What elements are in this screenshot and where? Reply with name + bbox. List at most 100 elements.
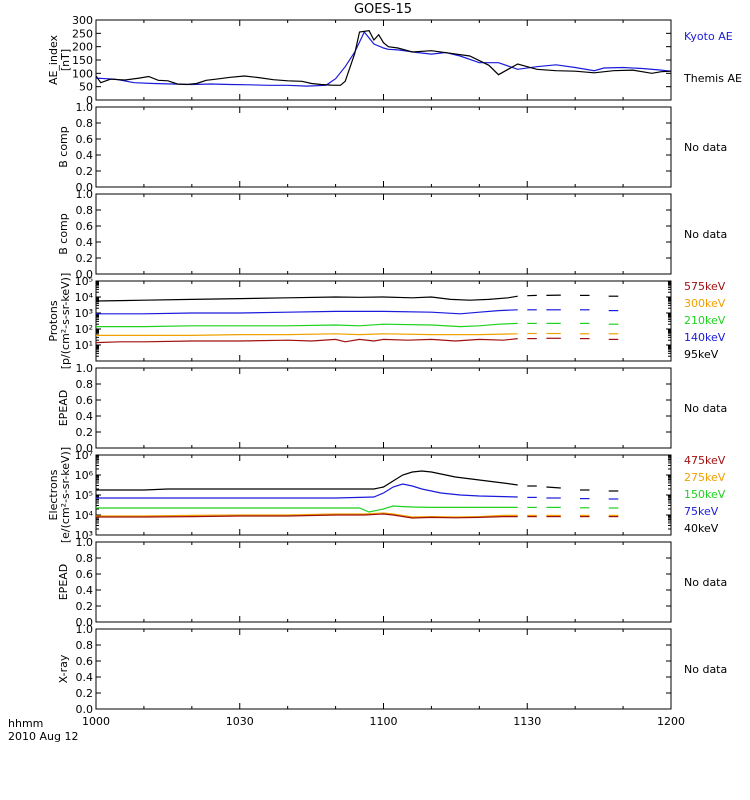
panel-frame [95, 19, 672, 101]
y-tick-label: 10¹ [75, 339, 93, 352]
series-210kev [96, 322, 518, 328]
panel-frame [95, 628, 672, 710]
y-axis-label: B comp [57, 126, 70, 168]
panel-frame [95, 454, 672, 536]
y-tick-label: 1.0 [76, 536, 94, 549]
y-tick-label: 10³ [75, 307, 93, 320]
series-140kev [96, 309, 518, 315]
panel-b2: 0.0 0.2 0.4 0.6 0.8 1.0 B comp No data [57, 188, 727, 281]
series-40kev [96, 470, 518, 491]
series-475kev [96, 513, 518, 519]
y-tick-label: 10² [75, 323, 93, 336]
legend-entry: 140keV [684, 331, 726, 344]
y-tick-label: 10⁵ [75, 275, 93, 288]
no-data-message: No data [684, 141, 727, 154]
y-tick-label: 0.2 [76, 165, 94, 178]
y-tick-label: 10⁵ [75, 489, 93, 502]
legend-entry: 150keV [684, 488, 726, 501]
y-axis-label: X-ray [57, 654, 70, 683]
y-tick-label: 50 [79, 81, 93, 94]
time-axis: 1000 1030 1100 1130 1200 [82, 715, 685, 728]
series-575kev [95, 338, 518, 344]
panel-frame [95, 367, 672, 449]
series-300kev [96, 333, 518, 336]
y-tick-label: 0.8 [76, 639, 94, 652]
x-tick-label: 1200 [657, 715, 685, 728]
y-tick-label: 100 [72, 67, 93, 80]
y-tick-label: 0.2 [76, 426, 94, 439]
series-segment-40kev [546, 486, 561, 489]
panel-frame [95, 106, 672, 188]
y-axis-label: AE_index [47, 34, 60, 85]
y-tick-label: 0.2 [76, 600, 94, 613]
y-tick-label: 0.8 [76, 204, 94, 217]
y-tick-label: 10³ [75, 529, 93, 542]
y-axis-label: B comp [57, 213, 70, 255]
y-tick-label: 0.8 [76, 378, 94, 391]
y-tick-label: 150 [72, 54, 93, 67]
y-tick-label: 0.0 [76, 442, 94, 455]
y-tick-label: 200 [72, 41, 93, 54]
legend-entry: 75keV [684, 505, 719, 518]
y-tick-label: 0.2 [76, 687, 94, 700]
y-tick-label: 1.0 [76, 101, 94, 114]
y-tick-label: 0.6 [76, 133, 94, 146]
y-tick-label: 0.2 [76, 252, 94, 265]
y-axis-label: Protons [47, 300, 60, 341]
y-tick-label: 0.0 [76, 268, 94, 281]
series-95kev [95, 295, 518, 302]
legend-entry: 40keV [684, 522, 719, 535]
y-tick-label: 0.8 [76, 117, 94, 130]
panel-electrons: 10³ 10⁴ 10⁵ 10⁶ 10⁷ Electrons [e/(cm²-s-sr-keV… [47, 447, 726, 543]
y-axis-label: [e/(cm²-s-sr-keV)] [59, 447, 72, 543]
y-tick-label: 0.4 [76, 584, 94, 597]
panel-frame [95, 280, 672, 362]
panel-frame [95, 541, 672, 623]
legend-entry: 475keV [684, 454, 726, 467]
x-tick-label: 1000 [82, 715, 110, 728]
y-tick-label: 0 [86, 94, 93, 107]
legend-entry: Kyoto AE [684, 30, 733, 43]
panel-protons: 10¹ 10² 10³ 10⁴ 10⁵ Protons [p/(cm²-s-sr-keV)]… [47, 273, 726, 370]
x-tick-label: 1030 [226, 715, 254, 728]
series-kyoto-ae [95, 30, 672, 87]
legend-entry: 575keV [684, 280, 726, 293]
y-axis-label: [p/(cm²-s-sr-keV)] [59, 273, 72, 370]
panel-frame [95, 193, 672, 275]
y-axis-label: [nT] [59, 49, 72, 71]
y-tick-label: 0.4 [76, 236, 94, 249]
y-tick-label: 1.0 [76, 362, 94, 375]
x-tick-label: 1130 [513, 715, 541, 728]
y-axis-label: EPEAD [57, 390, 70, 427]
no-data-message: No data [684, 576, 727, 589]
y-tick-label: 0.6 [76, 394, 94, 407]
series-275kev [96, 512, 518, 518]
date-label: 2010 Aug 12 [8, 730, 78, 743]
panel-b1: 0.0 0.2 0.4 0.6 0.8 1.0 B comp No data [57, 101, 727, 194]
time-format-label: hhmm [8, 717, 43, 730]
legend-entry: 275keV [684, 471, 726, 484]
y-tick-label: 10⁴ [75, 291, 94, 304]
y-axis-label: EPEAD [57, 564, 70, 601]
legend-entry: Themis AE [683, 72, 742, 85]
y-tick-label: 0.0 [76, 181, 94, 194]
legend-entry: 95keV [684, 348, 719, 361]
y-tick-label: 0.8 [76, 552, 94, 565]
y-tick-label: 300 [72, 14, 93, 27]
y-tick-label: 10⁴ [75, 509, 94, 522]
y-axis-label: Electrons [47, 469, 60, 520]
y-tick-label: 0.6 [76, 568, 94, 581]
legend-entry: 300keV [684, 297, 726, 310]
series-150kev [96, 505, 518, 513]
no-data-message: No data [684, 228, 727, 241]
y-tick-label: 1.0 [76, 623, 94, 636]
y-tick-label: 0.4 [76, 671, 94, 684]
panel-epead2: 0.0 0.2 0.4 0.6 0.8 1.0 EPEAD No data [57, 536, 727, 629]
y-tick-label: 0.0 [76, 703, 94, 716]
chart-title: GOES-15 [354, 2, 412, 17]
y-tick-label: 10⁷ [75, 449, 93, 462]
legend-entry: 210keV [684, 314, 726, 327]
panel-xray: 0.0 0.2 0.4 0.6 0.8 1.0 X-ray No data [57, 623, 727, 716]
